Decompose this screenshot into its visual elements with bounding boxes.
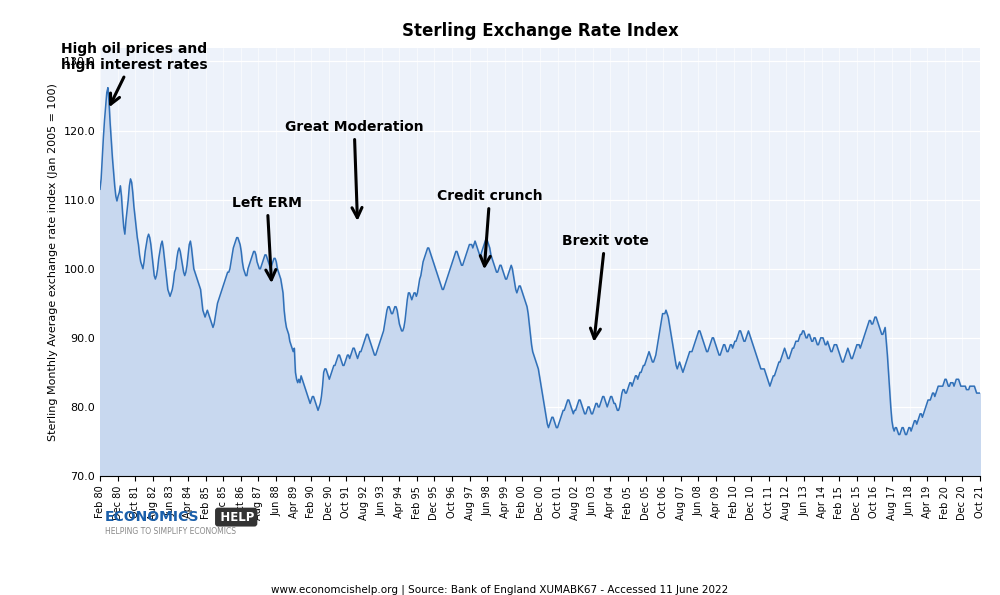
Y-axis label: Sterling Monthly Average exchange rate index (Jan 2005 = 100): Sterling Monthly Average exchange rate i… xyxy=(48,83,58,441)
Text: Great Moderation: Great Moderation xyxy=(285,120,423,218)
Text: High oil prices and
high interest rates: High oil prices and high interest rates xyxy=(61,42,207,104)
Text: HELP: HELP xyxy=(218,511,254,524)
Text: www.economcishelp.org | Source: Bank of England XUMABK67 - Accessed 11 June 2022: www.economcishelp.org | Source: Bank of … xyxy=(271,584,729,594)
Text: Left ERM: Left ERM xyxy=(232,196,302,280)
Text: Brexit vote: Brexit vote xyxy=(562,234,648,339)
Text: ECONOMICS: ECONOMICS xyxy=(105,509,200,524)
Text: Credit crunch: Credit crunch xyxy=(437,189,543,266)
Title: Sterling Exchange Rate Index: Sterling Exchange Rate Index xyxy=(402,23,678,40)
Text: HELPING TO SIMPLIFY ECONOMICS: HELPING TO SIMPLIFY ECONOMICS xyxy=(105,527,236,536)
